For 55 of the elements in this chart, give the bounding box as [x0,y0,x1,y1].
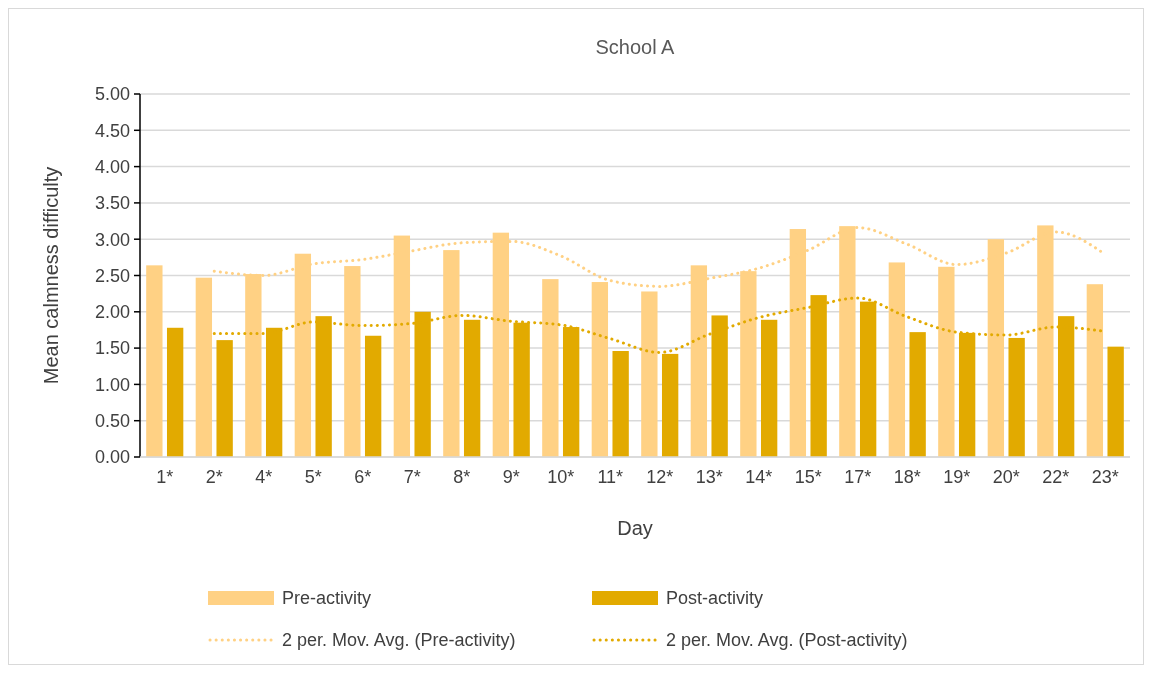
x-tick-label: 13* [695,467,723,487]
x-tick-label: 8* [453,467,471,487]
bar [612,351,629,457]
x-tick-label: 18* [893,467,921,487]
x-tick-label: 11* [597,467,624,487]
bar [760,319,778,457]
x-tick-label: 10* [547,467,575,487]
y-tick-label: 5.00 [94,84,130,105]
x-tick-label: 4* [255,467,273,487]
y-tick-label: 3.50 [94,193,130,214]
bar [909,332,926,457]
x-tick-label: 20* [992,467,1020,487]
y-tick-label: 0.00 [94,447,130,468]
bar [344,266,361,457]
bar [641,291,658,457]
chart-title: School A [595,36,676,58]
y-tick-label: 4.50 [94,120,130,141]
bar [216,340,233,457]
bar [1008,337,1025,457]
x-tick-label: 12* [646,467,674,487]
y-tick-label: 4.00 [94,156,130,177]
y-tick-label: 0.50 [94,411,130,431]
bar [463,319,481,457]
bar [195,277,213,457]
x-tick-label: 22* [1042,467,1070,487]
y-tick-label: 1.50 [94,338,130,359]
y-tick-label: 2.50 [94,265,130,286]
x-tick-label: 1* [156,467,174,487]
x-tick-label: 2* [205,467,223,487]
y-tick-label: 1.00 [94,374,130,395]
bar [888,262,906,457]
x-tick-label: 23* [1091,467,1119,487]
bar [1107,346,1124,457]
bar [364,335,382,457]
x-tick-label: 6* [354,467,372,487]
y-tick-label: 3.00 [94,229,130,250]
bar [1086,284,1104,457]
x-axis-title: Day [617,517,653,539]
x-tick-label: 19* [943,467,971,487]
bar [443,250,460,457]
y-axis-title: Mean calmness difficulty [40,166,62,385]
x-tick-label: 14* [745,467,773,487]
legend-label: 2 per. Mov. Avg. (Pre-activity) [282,630,516,651]
legend-label: Post-activity [666,588,764,609]
bar [542,279,559,457]
legend-label: 2 per. Mov. Avg. (Post-activity) [666,630,908,651]
legend-label: Pre-activity [282,588,372,609]
x-tick-label: 5* [304,467,322,487]
bar [166,327,184,457]
x-tick-label: 9* [502,467,520,487]
x-tick-label: 15* [794,467,822,487]
bar [146,265,163,457]
y-tick-label: 2.00 [94,302,130,323]
x-tick-label: 7* [403,467,421,487]
x-tick-label: 17* [844,467,872,487]
